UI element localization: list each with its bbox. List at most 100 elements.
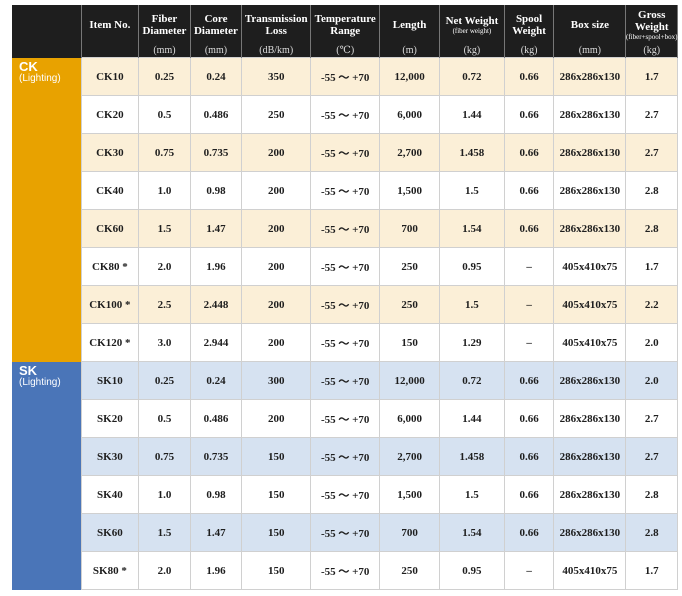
table-cell: 1.96: [189, 551, 243, 590]
header-fiber-diameter: Fiber Diameter (mm): [138, 5, 191, 58]
table-cell: -55 ～ +70: [310, 133, 381, 172]
table-cell: -55 ～ +70: [310, 247, 381, 286]
table-cell: 0.25: [138, 361, 191, 400]
table-cell: 250: [379, 551, 440, 590]
table-cell: 0.66: [503, 513, 555, 552]
table-cell: SK60: [80, 513, 140, 552]
table-cell: -55 ～ +70: [310, 57, 381, 96]
table-cell: 0.75: [138, 133, 191, 172]
table-cell: 2.8: [625, 209, 678, 248]
table-cell: -55 ～ +70: [310, 323, 381, 362]
header-temperature-range: Temperature Range (℃): [310, 5, 381, 58]
table-cell: -55 ～ +70: [310, 513, 381, 552]
group-name: CK: [19, 58, 38, 74]
table-cell: 200: [241, 323, 312, 362]
table-cell: 700: [379, 513, 440, 552]
table-cell: 200: [241, 209, 312, 248]
table-cell: CK80 *: [80, 247, 140, 286]
table-cell: 286x286x130: [553, 513, 627, 552]
table-cell: 6,000: [379, 399, 440, 438]
table-cell: CK60: [80, 209, 140, 248]
table-cell: 405x410x75: [553, 285, 627, 324]
table-cell: 200: [241, 247, 312, 286]
table-cell: 0.5: [138, 399, 191, 438]
table-body: CK (Lighting) CK10 0.25 0.24 350 -55 ～ +70 12,0…: [12, 57, 678, 590]
table-cell: 0.486: [189, 95, 243, 134]
table-cell: 200: [241, 133, 312, 172]
table-cell: 1.44: [438, 399, 505, 438]
table-cell: CK10: [80, 57, 140, 96]
table-cell: 350: [241, 57, 312, 96]
table-cell: 1.96: [189, 247, 243, 286]
table-cell: 2.5: [138, 285, 191, 324]
table-cell: 12,000: [379, 361, 440, 400]
table-cell: 0.72: [438, 57, 505, 96]
table-cell: 250: [379, 285, 440, 324]
table-cell: 286x286x130: [553, 437, 627, 476]
header-spool-weight: Spool Weight (kg): [504, 5, 555, 58]
table-cell: 1.5: [438, 475, 505, 514]
table-cell: 0.95: [438, 551, 505, 590]
table-row: CK20 0.5 0.486 250 -55 ～ +70 6,000 1.44 0.66 286…: [12, 95, 678, 134]
table-cell: 250: [241, 95, 312, 134]
table-cell: –: [503, 247, 555, 286]
table-cell: 286x286x130: [553, 95, 627, 134]
table-cell: 0.66: [503, 133, 555, 172]
table-cell: 0.66: [503, 399, 555, 438]
table-cell: 286x286x130: [553, 133, 627, 172]
table-cell: 2.7: [625, 399, 678, 438]
table-row: CK100 * 2.5 2.448 200 -55 ～ +70 250 1.5–405x41…: [12, 285, 678, 324]
table-cell: 0.98: [189, 171, 243, 210]
table-cell: 0.66: [503, 171, 555, 210]
group-name: SK: [19, 362, 38, 378]
table-cell: 2.0: [625, 361, 678, 400]
table-cell: -55 ～ +70: [310, 399, 381, 438]
header-net-weight: Net Weight (fiber weight) (kg): [439, 5, 505, 58]
table-cell: 1.54: [438, 209, 505, 248]
group-sub: (Lighting): [19, 72, 61, 84]
table-cell: 150: [241, 437, 312, 476]
table-cell: 0.5: [138, 95, 191, 134]
table-cell: 2.0: [138, 247, 191, 286]
table-cell: 1.29: [438, 323, 505, 362]
table-row: CK60 1.5 1.47 200 -55 ～ +70 700 1.54 0.66 286x28…: [12, 209, 678, 248]
table-cell: 1,500: [379, 475, 440, 514]
table-cell: 0.735: [189, 437, 243, 476]
table-cell: -55 ～ +70: [310, 475, 381, 514]
table-cell: SK20: [80, 399, 140, 438]
table-cell: 1.7: [625, 57, 678, 96]
table-cell: 1.47: [189, 209, 243, 248]
group-label-sk: SK (Lighting): [12, 361, 82, 590]
header-box-size: Box size (mm): [553, 5, 627, 58]
spec-table: Item No. Fiber Diameter (mm) Core Diamete…: [12, 5, 678, 590]
table-cell: CK120 *: [80, 323, 140, 362]
table-cell: 2.944: [189, 323, 243, 362]
table-row: CK40 1.0 0.98 200 -55 ～ +70 1,500 1.5 0.66 286x2…: [12, 171, 678, 210]
table-cell: CK20: [80, 95, 140, 134]
table-cell: 0.66: [503, 57, 555, 96]
table-cell: 2.8: [625, 475, 678, 514]
table-cell: 1.47: [189, 513, 243, 552]
table-cell: 150: [379, 323, 440, 362]
table-cell: 200: [241, 171, 312, 210]
header-core-diameter: Core Diameter (mm): [190, 5, 243, 58]
table-cell: SK30: [80, 437, 140, 476]
table-cell: 1.458: [438, 437, 505, 476]
table-row: CK30 0.75 0.735 200 -55 ～ +70 2,700 1.458 0.66 2…: [12, 133, 678, 172]
table-cell: 3.0: [138, 323, 191, 362]
table-cell: 2.7: [625, 95, 678, 134]
table-cell: 286x286x130: [553, 399, 627, 438]
table-cell: 1.0: [138, 475, 191, 514]
table-cell: 700: [379, 209, 440, 248]
table-cell: -55 ～ +70: [310, 285, 381, 324]
table-row: SK (Lighting) SK10 0.25 0.24 300 -55 ～ +70 12,0…: [12, 361, 678, 590]
table-cell: 0.72: [438, 361, 505, 400]
table-cell: 0.98: [189, 475, 243, 514]
table-cell: 2.7: [625, 133, 678, 172]
table-cell: 286x286x130: [553, 475, 627, 514]
table-cell: 0.66: [503, 209, 555, 248]
table-cell: 1.54: [438, 513, 505, 552]
table-cell: 150: [241, 475, 312, 514]
table-cell: –: [503, 551, 555, 590]
table-cell: 2.0: [625, 323, 678, 362]
